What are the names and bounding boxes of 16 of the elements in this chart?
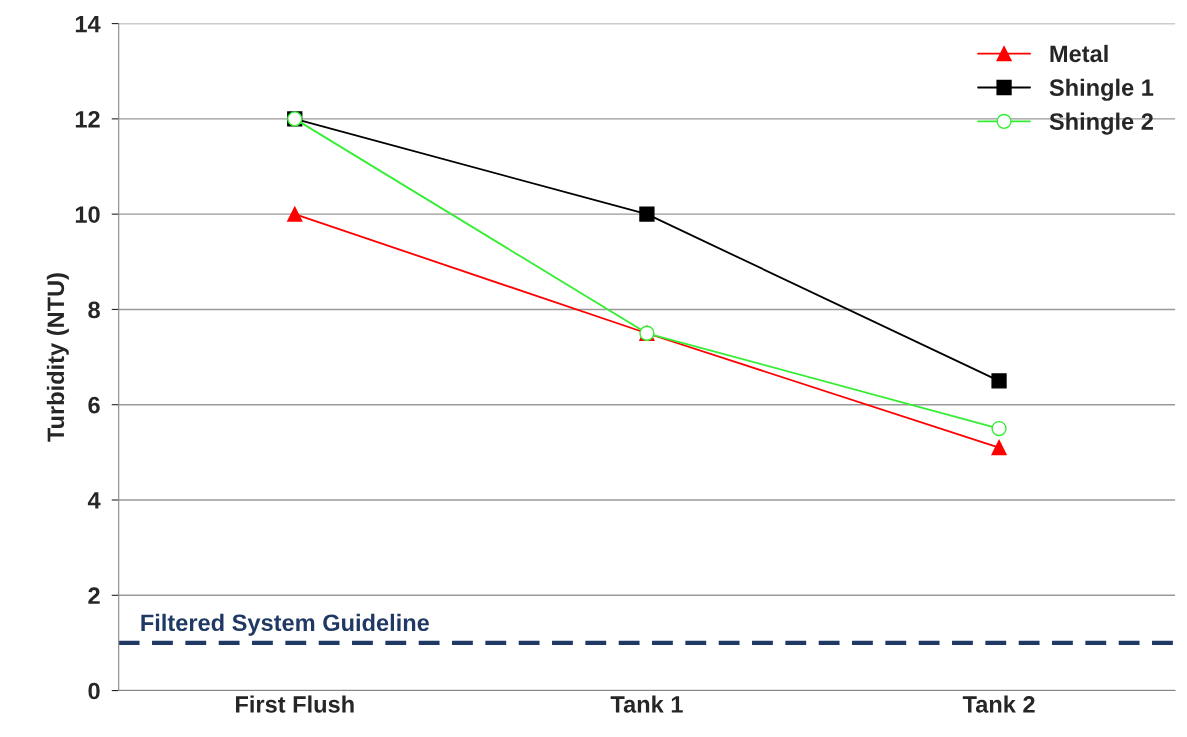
y-tick-label: 14 <box>75 15 101 33</box>
y-axis-title: Turbidity (NTU) <box>46 273 69 442</box>
ref-line-label: Filtered System Guideline <box>141 613 429 636</box>
x-tick-label: Tank 2 <box>962 695 1035 713</box>
legend-label: Shingle 1 <box>1049 78 1154 101</box>
x-tick-label: Tank 1 <box>610 695 683 713</box>
y-tick-label: 12 <box>75 110 100 128</box>
y-tick-label: 2 <box>88 587 100 604</box>
y-tick-label: 4 <box>87 492 101 509</box>
y-tick-label: 10 <box>75 206 100 223</box>
y-tick-label: 0 <box>88 682 100 700</box>
y-tick-label: 8 <box>88 301 100 319</box>
legend-label: Shingle 2 <box>1049 112 1153 135</box>
legend-label: Metal <box>1050 44 1108 63</box>
x-tick-label: First Flush <box>236 695 354 713</box>
y-tick-label: 6 <box>88 396 100 414</box>
